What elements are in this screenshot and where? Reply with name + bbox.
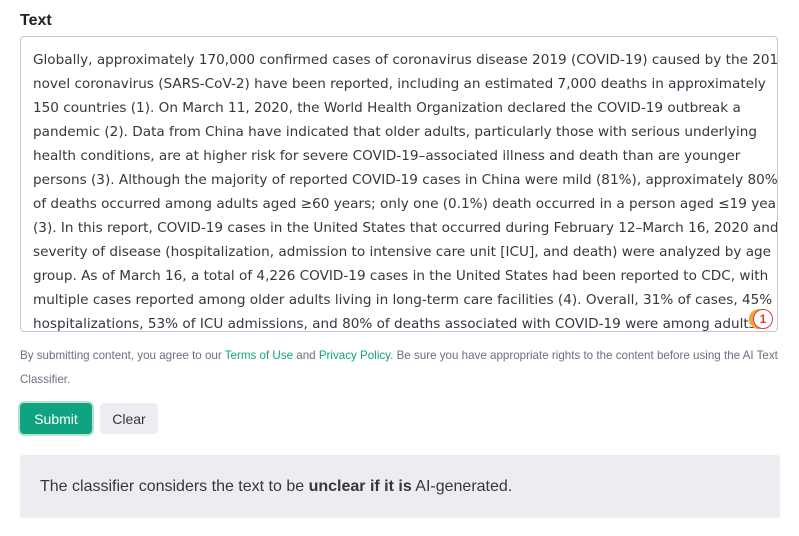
result-text: The classifier considers the text to be [40,478,309,495]
notice-text: and [293,349,319,362]
text-line: of deaths occurred among adults aged ≥60… [33,196,778,212]
text-line: severity of disease (hospitalization, ad… [33,244,772,260]
text-area[interactable]: Globally, approximately 170,000 confirme… [20,36,778,332]
text-line: Globally, approximately 170,000 confirme… [33,52,778,68]
result-emphasis: unclear if it is [308,478,412,495]
text-content: Globally, approximately 170,000 confirme… [33,48,778,332]
clear-button[interactable]: Clear [100,403,158,434]
field-label: Text [20,12,52,29]
result-box: The classifier considers the text to be … [20,455,780,518]
submit-button[interactable]: Submit [20,403,92,434]
notice-text: By submitting content, you agree to our [20,349,225,362]
result-text: AI-generated. [411,478,513,495]
text-line: group. As of March 16, a total of 4,226 … [33,268,769,284]
issue-badge[interactable]: 1 [753,309,773,329]
text-line: hospitalizations, 53% of ICU admissions,… [33,316,756,332]
privacy-link[interactable]: Privacy Policy [318,349,391,362]
text-line: multiple cases reported among older adul… [33,292,778,308]
terms-link[interactable]: Terms of Use [224,349,294,362]
text-line: novel coronavirus (SARS-CoV-2) have been… [33,76,766,92]
text-line: persons (3). Although the majority of re… [33,172,778,188]
text-line: pandemic (2). Data from China have indic… [33,124,757,140]
text-line: health conditions, are at higher risk fo… [33,148,741,164]
terms-notice: By submitting content, you agree to our … [20,344,780,392]
text-line: (3). In this report, COVID-19 cases in t… [33,220,778,236]
text-line: 150 countries (1). On March 11, 2020, th… [33,100,741,116]
notice-text: . Be sure you have appropriate rights to… [20,349,778,386]
